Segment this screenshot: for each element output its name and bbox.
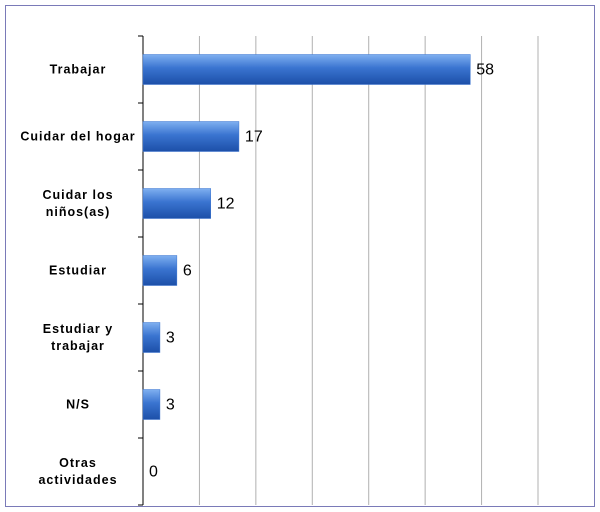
category-label: Estudiar (48, 263, 107, 277)
bar (142, 188, 211, 219)
data-label: 17 (245, 129, 263, 146)
data-label: 58 (476, 62, 494, 79)
bar (142, 389, 161, 420)
data-label: 3 (166, 330, 175, 347)
bar (142, 121, 240, 152)
data-label: 12 (217, 196, 235, 213)
chart-frame (5, 5, 595, 507)
data-label: 0 (149, 464, 158, 481)
category-label: Trabajar (49, 62, 107, 76)
category-label: Otras actividades (38, 455, 118, 487)
bar (142, 255, 178, 286)
bar (142, 54, 471, 85)
data-label: 6 (183, 263, 192, 280)
category-label: N/S (66, 397, 90, 411)
data-label: 3 (166, 397, 175, 414)
bar (142, 322, 161, 353)
category-label: Estudiar y trabajar (42, 321, 114, 353)
category-label: Cuidar del hogar (20, 129, 136, 143)
category-label: Cuidar los niños(as) (42, 187, 114, 219)
